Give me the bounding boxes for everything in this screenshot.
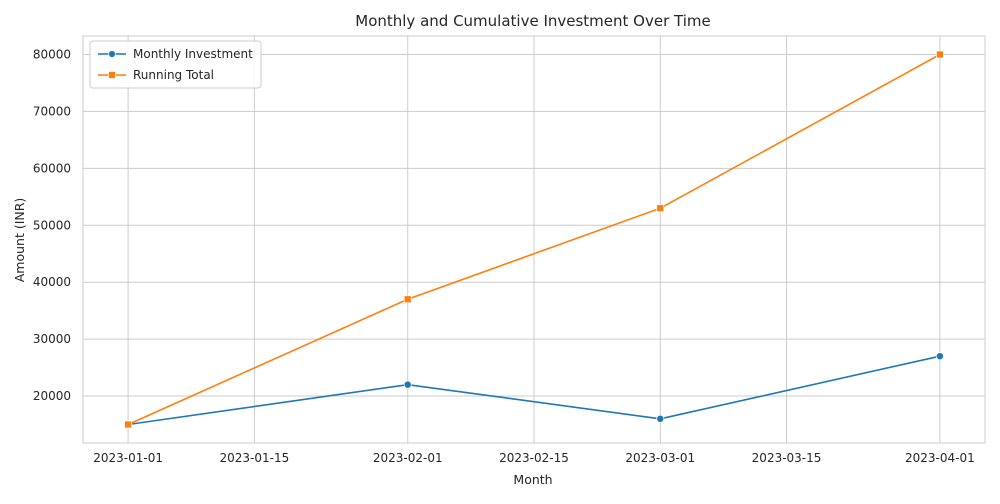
x-axis-ticks: 2023-01-01 2023-01-15 2023-02-01 2023-02-15…: [93, 451, 975, 465]
legend-item-monthly-investment: Monthly Investment: [98, 47, 253, 61]
data-point: [403, 295, 412, 304]
y-tick-label: 50000: [33, 218, 71, 232]
x-tick-label: 2023-03-15: [752, 451, 822, 465]
legend-item-running-total: Running Total: [98, 68, 214, 82]
data-point: [936, 50, 944, 59]
gridlines: [83, 36, 985, 443]
x-tick-label: 2023-03-01: [625, 451, 695, 465]
x-tick-label: 2023-01-15: [220, 451, 290, 465]
series-running-total: [124, 50, 944, 429]
y-tick-label: 70000: [33, 104, 71, 118]
x-tick-label: 2023-04-01: [905, 451, 975, 465]
data-point: [403, 380, 412, 389]
x-tick-label: 2023-02-01: [373, 451, 443, 465]
data-point: [935, 352, 944, 361]
series-line: [127, 53, 941, 426]
legend-label-running: Running Total: [133, 68, 214, 82]
series-line: [127, 355, 941, 426]
y-tick-label: 20000: [33, 389, 71, 403]
legend: Monthly Investment Running Total: [89, 40, 262, 89]
legend-marker-monthly: [108, 50, 116, 58]
y-axis-label: Amount (INR): [12, 198, 27, 283]
data-point: [656, 414, 665, 423]
x-tick-label: 2023-01-01: [93, 451, 163, 465]
legend-label-monthly: Monthly Investment: [133, 47, 253, 61]
series-layer: [124, 50, 944, 429]
chart-title: Monthly and Cumulative Investment Over T…: [355, 12, 710, 30]
legend-box: [89, 40, 262, 89]
legend-marker-running: [108, 71, 116, 79]
y-tick-label: 30000: [33, 332, 71, 346]
y-tick-label: 60000: [33, 161, 71, 175]
y-axis-ticks: 20000 30000 40000 50000 60000 70000 80000: [33, 48, 71, 404]
plot-frame: [82, 35, 986, 444]
x-tick-label: 2023-02-15: [499, 451, 569, 465]
data-point: [656, 204, 665, 213]
y-tick-label: 40000: [33, 275, 71, 289]
y-tick-label: 80000: [33, 48, 71, 62]
data-point: [124, 420, 132, 429]
x-axis-label: Month: [513, 472, 552, 487]
